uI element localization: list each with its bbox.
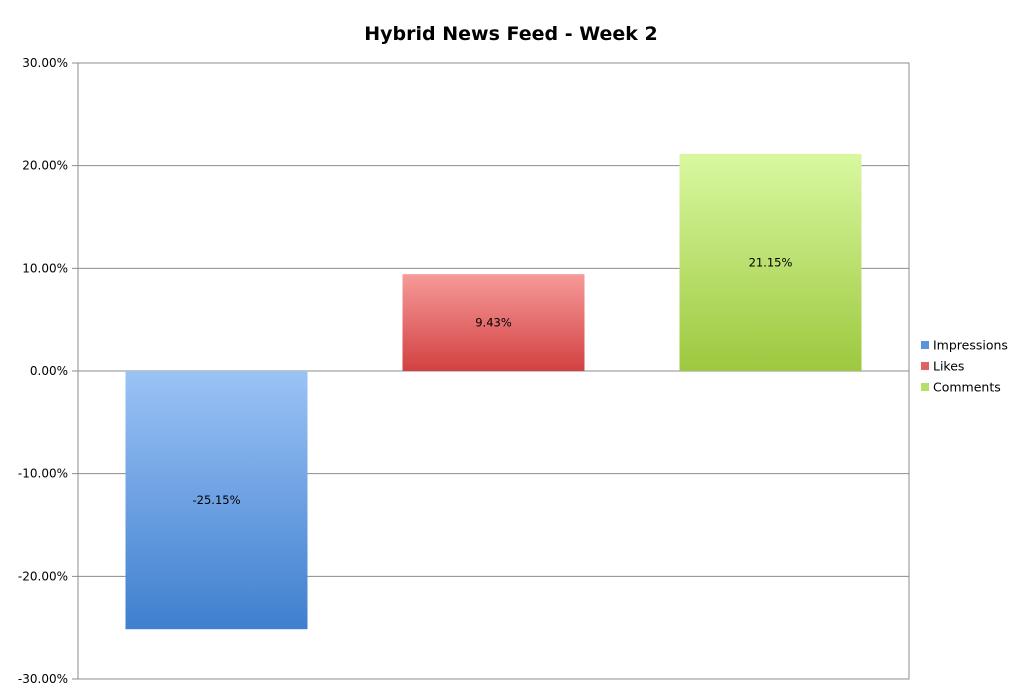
bar-likes <box>402 274 585 371</box>
bars <box>125 153 862 630</box>
legend[interactable]: Impressions Likes Comments <box>921 338 1008 395</box>
data-labels: -25.15% 9.43% 21.15% <box>193 255 793 507</box>
bar-comments <box>679 153 862 371</box>
legend-swatch-comments <box>921 383 929 391</box>
data-label-likes: 9.43% <box>475 316 512 330</box>
chart-title: Hybrid News Feed - Week 2 <box>364 23 657 45</box>
y-axis-tick-labels: 30.00% 20.00% 10.00% 0.00% -10.00% -20.00% -30… <box>18 56 68 686</box>
y-tick-label: -30.00% <box>18 672 68 686</box>
y-tick-label: -10.00% <box>18 467 68 481</box>
legend-label-likes[interactable]: Likes <box>933 359 964 374</box>
legend-swatch-likes <box>921 362 929 370</box>
y-tick-label: 10.00% <box>22 261 68 275</box>
y-tick-label: -20.00% <box>18 569 68 583</box>
plot-area-frame <box>77 62 910 680</box>
data-label-comments: 21.15% <box>749 255 793 269</box>
legend-label-impressions[interactable]: Impressions <box>933 338 1008 353</box>
bar-impressions <box>125 371 308 630</box>
data-label-impressions: -25.15% <box>193 493 241 507</box>
legend-swatch-impressions <box>921 341 929 349</box>
y-tick-label: 20.00% <box>22 159 68 173</box>
y-tick-label: 0.00% <box>30 364 68 378</box>
legend-label-comments[interactable]: Comments <box>933 380 1001 395</box>
y-tick-label: 30.00% <box>22 56 68 70</box>
